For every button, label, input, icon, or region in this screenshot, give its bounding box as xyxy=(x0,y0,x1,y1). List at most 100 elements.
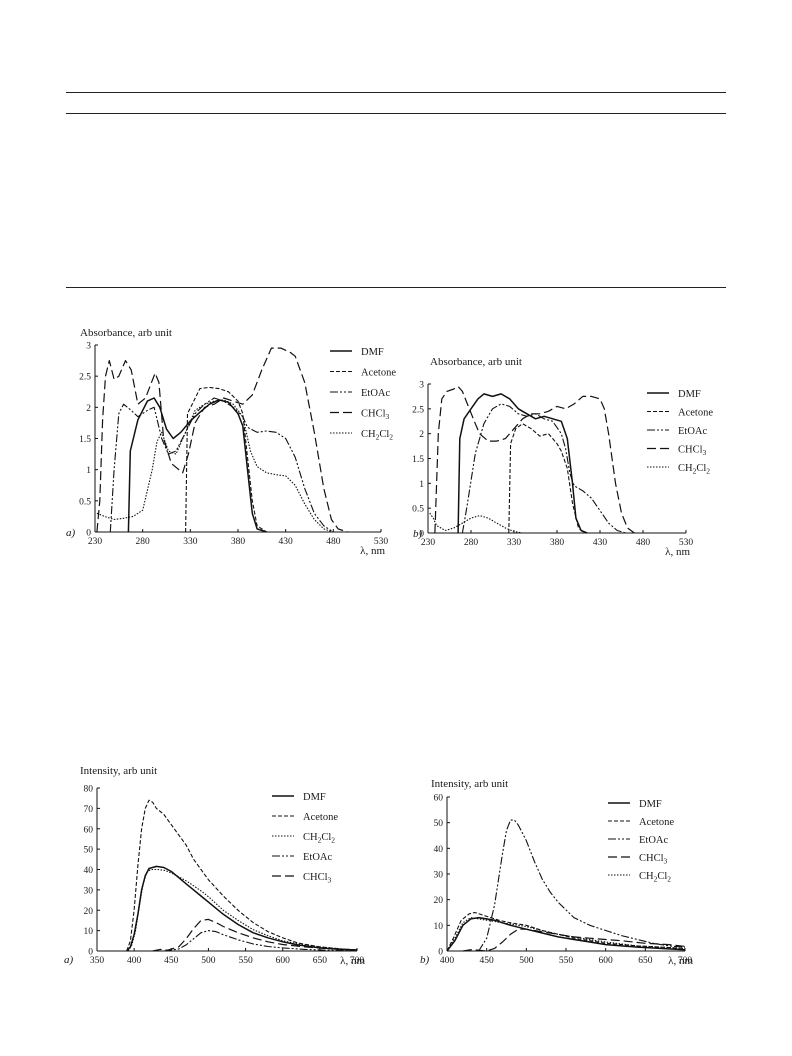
legend-label-ch2cl2: CH2Cl2 xyxy=(303,832,335,845)
x-tick-label: 430 xyxy=(279,537,294,547)
x-tick-label: 650 xyxy=(638,956,653,966)
series-line-dmf xyxy=(446,916,686,952)
series-line-etoac xyxy=(461,403,626,534)
series-line-etoac xyxy=(478,819,686,952)
series-line-acetone xyxy=(185,386,267,533)
y-tick-label: 60 xyxy=(84,825,94,835)
y-tick-label: 1 xyxy=(419,480,424,490)
x-tick-label: 700 xyxy=(350,956,365,966)
y-tick-label: 60 xyxy=(434,794,444,804)
y-tick-label: 3 xyxy=(419,381,424,391)
legend-label-chcl3: CHCl3 xyxy=(361,409,390,422)
series-line-acetone xyxy=(126,799,358,952)
legend-label-dmf: DMF xyxy=(303,792,326,803)
legend-label-dmf: DMF xyxy=(361,347,384,358)
legend-label-ch2cl2: CH2Cl2 xyxy=(361,429,393,442)
series-line-dmf xyxy=(127,397,267,533)
table-header-rule xyxy=(66,113,726,114)
legend-label-etoac: EtOAc xyxy=(361,388,390,399)
y-axis-label: Absorbance, arb unit xyxy=(80,327,172,339)
legend-label-acetone: Acetone xyxy=(361,368,396,379)
legend-label-chcl3: CHCl3 xyxy=(678,445,707,458)
y-tick-label: 70 xyxy=(84,805,94,815)
series-line-ch2cl2 xyxy=(429,512,523,534)
legend-label-acetone: Acetone xyxy=(678,408,713,419)
y-tick-label: 1.5 xyxy=(79,435,91,445)
x-axis-label: λ, nm xyxy=(360,545,385,557)
y-tick-label: 2.5 xyxy=(412,405,424,415)
x-tick-label: 530 xyxy=(679,538,694,548)
series-line-chcl3 xyxy=(434,385,635,534)
panel-label: b) xyxy=(413,528,423,540)
x-tick-label: 230 xyxy=(421,538,436,548)
x-tick-label: 380 xyxy=(550,538,565,548)
y-tick-label: 50 xyxy=(434,819,444,829)
x-tick-label: 230 xyxy=(88,537,103,547)
y-tick-label: 10 xyxy=(434,922,444,932)
x-tick-label: 700 xyxy=(678,956,693,966)
x-tick-label: 380 xyxy=(231,537,246,547)
x-tick-label: 600 xyxy=(599,956,614,966)
y-axis-label: Intensity, arb unit xyxy=(80,765,157,777)
x-tick-label: 500 xyxy=(201,956,216,966)
y-tick-label: 0 xyxy=(88,948,93,958)
x-axis-label: λ, nm xyxy=(665,546,690,558)
x-tick-label: 600 xyxy=(276,956,291,966)
x-tick-label: 500 xyxy=(519,956,534,966)
legend-label-ch2cl2: CH2Cl2 xyxy=(678,463,710,476)
x-tick-label: 330 xyxy=(183,537,198,547)
table-top-rule xyxy=(66,92,726,93)
legend-label-etoac: EtOAc xyxy=(303,852,332,863)
x-tick-label: 530 xyxy=(374,537,389,547)
y-tick-label: 2 xyxy=(419,430,424,440)
x-tick-label: 480 xyxy=(326,537,341,547)
legend-label-dmf: DMF xyxy=(639,799,662,810)
y-tick-label: 2.5 xyxy=(79,373,91,383)
series-line-ch2cl2 xyxy=(96,399,334,533)
series-line-ch2cl2 xyxy=(127,868,358,952)
legend-label-acetone: Acetone xyxy=(303,812,338,823)
series-line-etoac xyxy=(109,397,334,533)
x-tick-label: 430 xyxy=(593,538,608,548)
y-tick-label: 40 xyxy=(84,866,94,876)
x-axis-label: λ, nm xyxy=(668,955,693,967)
y-tick-label: 30 xyxy=(84,886,94,896)
x-tick-label: 450 xyxy=(480,956,495,966)
y-tick-label: 80 xyxy=(84,785,94,795)
table-bottom-rule xyxy=(66,287,726,288)
y-tick-label: 2 xyxy=(86,404,91,414)
y-tick-label: 0 xyxy=(86,529,91,539)
x-tick-label: 550 xyxy=(559,956,574,966)
series-line-dmf xyxy=(126,865,358,952)
x-tick-label: 330 xyxy=(507,538,522,548)
series-line-ch2cl2 xyxy=(446,917,686,952)
series-line-chcl3 xyxy=(462,928,686,952)
y-tick-label: 0.5 xyxy=(79,497,91,507)
legend-label-dmf: DMF xyxy=(678,389,701,400)
series-line-acetone xyxy=(446,911,686,952)
x-tick-label: 480 xyxy=(636,538,651,548)
legend-label-acetone: Acetone xyxy=(639,817,674,828)
y-tick-label: 1 xyxy=(86,466,91,476)
legend-label-chcl3: CHCl3 xyxy=(303,872,332,885)
x-tick-label: 450 xyxy=(164,956,179,966)
legend-label-etoac: EtOAc xyxy=(678,426,707,437)
x-tick-label: 350 xyxy=(90,956,105,966)
y-tick-label: 50 xyxy=(84,846,94,856)
y-tick-label: 0 xyxy=(438,948,443,958)
x-axis-label: λ, nm xyxy=(340,955,365,967)
panel-label: a) xyxy=(64,954,74,966)
y-tick-label: 20 xyxy=(84,907,94,917)
x-tick-label: 400 xyxy=(127,956,142,966)
series-line-etoac xyxy=(163,930,358,952)
panel-label: a) xyxy=(66,527,76,539)
series-line-dmf xyxy=(457,393,588,534)
series-line-acetone xyxy=(508,423,585,534)
